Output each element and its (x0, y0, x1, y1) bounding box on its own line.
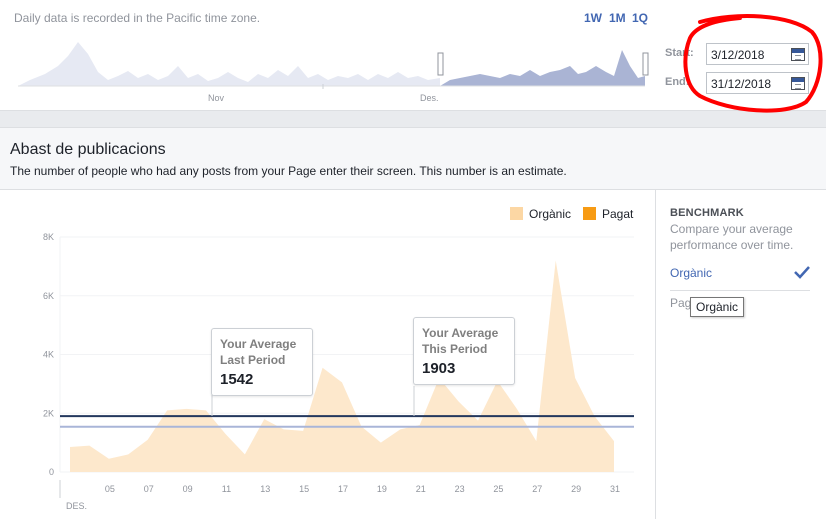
card-subtitle: The number of people who had any posts f… (10, 164, 567, 178)
x-tick-label: 17 (338, 484, 348, 494)
side-divider (655, 190, 656, 519)
reach-chart: 0 2K 4K 6K 8K 05 07 09 11 13 15 17 19 21 23 25 27 29 31 DES… (43, 232, 634, 511)
x-tick-label: 15 (299, 484, 309, 494)
start-date-value: 3/12/2018 (711, 48, 765, 62)
sparkline-unselected-area (18, 42, 440, 86)
benchmark-option-organic[interactable]: Orgànic (670, 266, 713, 280)
x-tick-label: 25 (493, 484, 503, 494)
y-tick-label: 6K (43, 291, 54, 301)
avg-last-label-2: Last Period (220, 353, 286, 367)
avg-last-value: 1542 (220, 371, 254, 388)
avg-this-label-2: This Period (422, 342, 488, 356)
timezone-note: Daily data is recorded in the Pacific ti… (14, 11, 261, 25)
benchmark-divider (670, 290, 810, 291)
avg-last-period-box: Your Average Last Period 1542 (211, 328, 313, 396)
y-tick-label: 2K (43, 408, 54, 418)
calendar-icon[interactable] (791, 77, 805, 90)
sparkline-selected-area (440, 50, 645, 86)
x-tick-label: 07 (144, 484, 154, 494)
legend-swatch-paid (583, 207, 596, 220)
range-1m-button[interactable]: 1M (609, 11, 626, 25)
area-series-organic (70, 260, 614, 472)
end-date-field[interactable]: 31/12/2018 (706, 72, 809, 94)
check-icon (794, 266, 810, 279)
benchmark-tooltip: Orgànic (690, 297, 745, 317)
legend-label-organic[interactable]: Orgànic (529, 207, 572, 221)
x-tick-label: 27 (532, 484, 542, 494)
end-label: End: (665, 76, 690, 88)
y-tick-label: 0 (49, 467, 54, 477)
calendar-icon[interactable] (791, 48, 805, 61)
x-tick-label: 09 (183, 484, 193, 494)
legend-swatch-organic (510, 207, 523, 220)
range-1q-button[interactable]: 1Q (632, 11, 649, 25)
x-tick-label: 13 (260, 484, 270, 494)
legend-label-paid[interactable]: Pagat (602, 207, 634, 221)
start-date-field[interactable]: 3/12/2018 (706, 43, 809, 65)
month-label-nov: Nov (208, 93, 225, 103)
x-tick-label: 23 (455, 484, 465, 494)
avg-this-period-box: Your Average This Period 1903 (413, 317, 515, 385)
avg-this-label-1: Your Average (422, 326, 499, 340)
avg-last-label-1: Your Average (220, 337, 297, 351)
reach-card-header: Abast de publicacions The number of peop… (0, 127, 826, 190)
start-label: Start: (665, 47, 694, 59)
x-tick-label: 31 (610, 484, 620, 494)
month-label-des: Des. (420, 93, 439, 103)
range-sparkline[interactable] (0, 36, 660, 106)
benchmark-description: Compare your average performance over ti… (670, 222, 794, 252)
range-handle-left[interactable] (437, 52, 444, 76)
avg-this-value: 1903 (422, 360, 456, 377)
range-handle-right[interactable] (642, 52, 649, 76)
y-tick-label: 4K (43, 350, 54, 360)
end-date-value: 31/12/2018 (711, 77, 772, 91)
benchmark-title: BENCHMARK (670, 207, 744, 219)
range-1w-button[interactable]: 1W (584, 11, 602, 25)
x-tick-label: 11 (222, 484, 231, 494)
x-tick-label: 19 (377, 484, 387, 494)
card-title: Abast de publicacions (10, 141, 166, 158)
date-range-panel: Daily data is recorded in the Pacific ti… (0, 0, 826, 111)
reach-card-body: 0 2K 4K 6K 8K 05 07 09 11 13 15 17 19 21 23 25 27 29 31 DES… (0, 190, 826, 519)
x-tick-label: 05 (105, 484, 115, 494)
x-month-label: DES. (66, 501, 87, 511)
x-tick-label: 21 (416, 484, 426, 494)
y-tick-label: 8K (43, 232, 54, 242)
x-tick-label: 29 (571, 484, 581, 494)
